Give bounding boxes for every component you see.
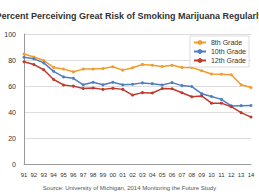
svg-text:95: 95 [60, 172, 67, 178]
svg-text:Source: University of Michigan: Source: University of Michigan, 2014 Mon… [43, 185, 216, 191]
svg-text:06: 06 [169, 172, 176, 178]
svg-text:60: 60 [8, 83, 16, 90]
svg-text:93: 93 [40, 172, 47, 178]
svg-text:91: 91 [21, 172, 28, 178]
svg-text:08: 08 [188, 172, 195, 178]
svg-text:10th Grade: 10th Grade [211, 48, 246, 55]
svg-text:92: 92 [31, 172, 38, 178]
svg-text:00: 00 [109, 172, 116, 178]
svg-text:80: 80 [8, 57, 16, 64]
svg-text:11: 11 [218, 172, 225, 178]
svg-text:03: 03 [139, 172, 146, 178]
svg-text:97: 97 [80, 172, 87, 178]
svg-text:96: 96 [70, 172, 77, 178]
svg-text:04: 04 [149, 172, 156, 178]
svg-text:13: 13 [238, 172, 245, 178]
svg-text:8th Grade: 8th Grade [211, 39, 242, 46]
svg-text:98: 98 [90, 172, 97, 178]
svg-text:94: 94 [50, 172, 57, 178]
svg-text:02: 02 [129, 172, 136, 178]
svg-text:20: 20 [8, 135, 16, 142]
svg-text:99: 99 [100, 172, 107, 178]
svg-text:14: 14 [248, 172, 255, 178]
svg-text:07: 07 [179, 172, 186, 178]
svg-text:09: 09 [198, 172, 205, 178]
svg-text:05: 05 [159, 172, 166, 178]
svg-text:Percent Perceiving Great Risk: Percent Perceiving Great Risk of Smoking… [0, 11, 259, 21]
svg-text:0: 0 [12, 161, 16, 168]
svg-text:40: 40 [8, 109, 16, 116]
svg-text:12: 12 [228, 172, 235, 178]
svg-text:01: 01 [119, 172, 126, 178]
svg-text:10: 10 [208, 172, 215, 178]
svg-text:12th Grade: 12th Grade [211, 57, 246, 64]
svg-text:100: 100 [4, 31, 16, 38]
